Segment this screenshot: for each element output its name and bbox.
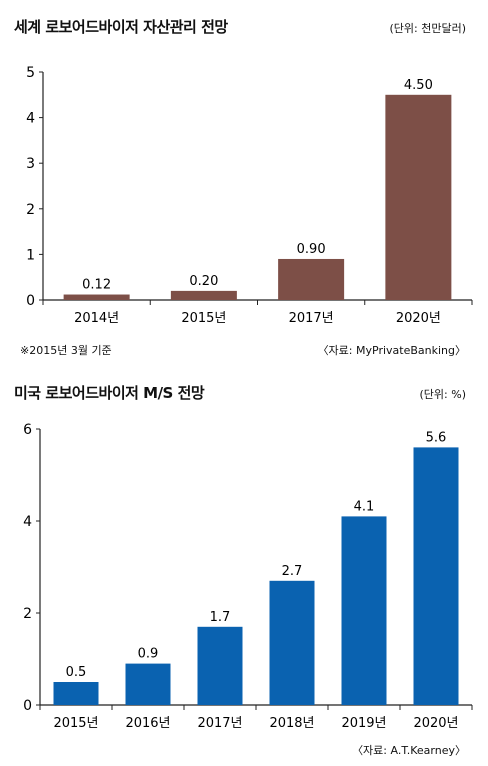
chart1-y-tick-label: 3 bbox=[26, 156, 35, 172]
chart2-y-tick-label: 4 bbox=[23, 514, 32, 530]
chart1-data-label: 0.90 bbox=[297, 242, 326, 257]
chart1-source: 〈자료: MyPrivateBanking〉 bbox=[317, 344, 466, 357]
chart2-bar bbox=[413, 447, 459, 705]
chart2-category-label: 2020년 bbox=[413, 716, 458, 731]
chart2-data-label: 2.7 bbox=[282, 564, 303, 579]
chart2-category-label: 2019년 bbox=[341, 716, 386, 731]
chart1-title: 세계 로보어드바이저 자산관리 전망 bbox=[14, 18, 228, 36]
chart2-data-label: 1.7 bbox=[210, 610, 231, 625]
chart1-plot: 0 1 2 3 4 5 0.12 2014년 0.20 2015년 0.90 2017년 4.50 202… bbox=[26, 65, 473, 326]
chart1-bar bbox=[385, 94, 452, 300]
chart2-category-label: 2017년 bbox=[197, 716, 242, 731]
chart2-plot: 0 2 4 6 0.5 2015년 0.9 2016년 1.7 2017년 2.7 2018년 4.1 2… bbox=[23, 422, 473, 731]
chart1-y-tick-label: 0 bbox=[26, 293, 35, 309]
chart1-data-label: 0.12 bbox=[82, 278, 111, 293]
chart1-bar bbox=[170, 290, 237, 300]
chart2-y-tick-label: 2 bbox=[23, 606, 32, 622]
chart1-category-label: 2020년 bbox=[396, 311, 441, 326]
chart2-bar bbox=[197, 626, 243, 705]
chart2-data-label: 5.6 bbox=[426, 430, 447, 445]
chart2-bar bbox=[269, 580, 315, 705]
chart2-title: 미국 로보어드바이저 M/S 전망 bbox=[14, 384, 205, 402]
chart2-bar bbox=[125, 663, 171, 705]
chart1-bar bbox=[63, 294, 130, 300]
chart1-y-tick-label: 5 bbox=[26, 65, 35, 81]
chart2-bar bbox=[53, 682, 99, 705]
chart1-data-label: 0.20 bbox=[189, 274, 218, 289]
chart2-data-label: 0.5 bbox=[66, 665, 87, 680]
chart2-data-label: 0.9 bbox=[138, 647, 159, 662]
chart1-unit-label: (단위: 천만달러) bbox=[389, 22, 466, 35]
chart1-y-tick-label: 4 bbox=[26, 111, 35, 127]
chart2-source: 〈자료: A.T.Kearney〉 bbox=[352, 744, 466, 757]
chart2-category-label: 2018년 bbox=[269, 716, 314, 731]
chart1-y-tick-label: 2 bbox=[26, 202, 35, 218]
chart2-data-label: 4.1 bbox=[354, 499, 375, 514]
chart2-category-label: 2015년 bbox=[53, 716, 98, 731]
chart1-y-tick-label: 1 bbox=[26, 247, 35, 263]
chart1-category-label: 2017년 bbox=[289, 311, 334, 326]
chart1-footnote: ※2015년 3월 기준 bbox=[20, 344, 112, 357]
chart1-category-label: 2015년 bbox=[181, 311, 226, 326]
chart2-category-label: 2016년 bbox=[125, 716, 170, 731]
chart2-bar bbox=[341, 516, 387, 705]
chart2-y-tick-label: 0 bbox=[23, 698, 32, 714]
chart1-data-label: 4.50 bbox=[404, 78, 433, 93]
chart2-unit-label: (단위: %) bbox=[419, 388, 466, 401]
chart2-y-tick-label: 6 bbox=[23, 422, 32, 438]
chart1-category-label: 2014년 bbox=[74, 311, 119, 326]
chart1-bar bbox=[278, 258, 345, 300]
